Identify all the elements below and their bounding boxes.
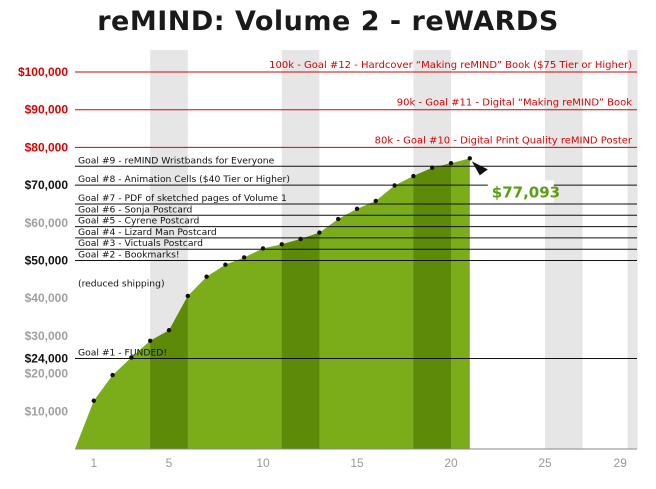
goal-label: Goal #9 - reMIND Wristbands for Everyone (78, 155, 275, 166)
goal-label: Goal #6 - Sonja Postcard (78, 204, 192, 215)
x-tick-label: 5 (166, 456, 173, 470)
x-tick-label: 25 (538, 456, 552, 470)
y-tick-label: $90,000 (25, 103, 69, 117)
data-point (185, 293, 190, 299)
data-point (242, 255, 247, 260)
goal-label: Goal #7 - PDF of sketched pages of Volum… (78, 193, 287, 204)
y-tick-label: $50,000 (25, 254, 69, 268)
data-point (260, 246, 266, 251)
y-tick-label: $60,000 (25, 216, 69, 230)
weekend-band-dark (413, 158, 451, 449)
goal-label: Goal #4 - Lizard Man Postcard (78, 227, 217, 238)
x-tick-label: 1 (90, 456, 97, 470)
data-point (204, 274, 209, 279)
data-point (336, 216, 341, 222)
goal-label: Goal #3 - Victuals Postcard (78, 238, 203, 249)
data-point (317, 230, 322, 235)
y-tick-label: $100,000 (18, 65, 68, 79)
y-tick-label: $10,000 (25, 404, 69, 418)
data-point (392, 183, 397, 188)
data-point (91, 398, 97, 403)
y-tick-label: $40,000 (25, 291, 69, 305)
data-point (411, 173, 416, 179)
data-point (298, 236, 303, 242)
data-point (223, 262, 228, 267)
current-total-label: $77,093 (492, 183, 560, 201)
chart-title: reMIND: Volume 2 - reWARDS (97, 6, 559, 37)
data-point (448, 161, 454, 166)
data-point (467, 156, 472, 161)
data-point (373, 198, 378, 204)
data-point (430, 165, 435, 170)
goal-label: 100k - Goal #12 - Hardcover “Making reMI… (269, 60, 632, 71)
goal-label: 80k - Goal #10 - Digital Print Quality r… (375, 135, 633, 146)
goal-sublabel: (reduced shipping) (78, 279, 165, 290)
goal-label: 90k - Goal #11 - Digital “Making reMIND”… (397, 98, 632, 109)
goal-label: Goal #5 - Cyrene Postcard (78, 216, 199, 227)
y-tick-label: $20,000 (25, 367, 69, 381)
data-point (148, 338, 153, 344)
goal-label: Goal #1 - FUNDED! (78, 348, 167, 359)
y-tick-label: $80,000 (25, 140, 69, 154)
data-point (279, 242, 284, 247)
x-tick-label: 29 (614, 456, 628, 470)
x-tick-label: 20 (444, 456, 458, 470)
callout-box (487, 180, 554, 203)
x-tick-label: 10 (256, 456, 270, 470)
data-point (129, 355, 134, 360)
data-point (110, 372, 115, 378)
goal-label: Goal #2 - Bookmarks! (78, 250, 180, 261)
y-tick-label: $30,000 (25, 329, 69, 343)
goal-label: Goal #8 - Animation Cells ($40 Tier or H… (78, 174, 290, 185)
y-tick-label: $24,000 (25, 352, 69, 366)
y-tick-label: $70,000 (25, 178, 69, 192)
callout-arrow (471, 161, 488, 176)
data-point (354, 206, 360, 212)
data-point (166, 328, 172, 333)
x-tick-label: 15 (350, 456, 364, 470)
